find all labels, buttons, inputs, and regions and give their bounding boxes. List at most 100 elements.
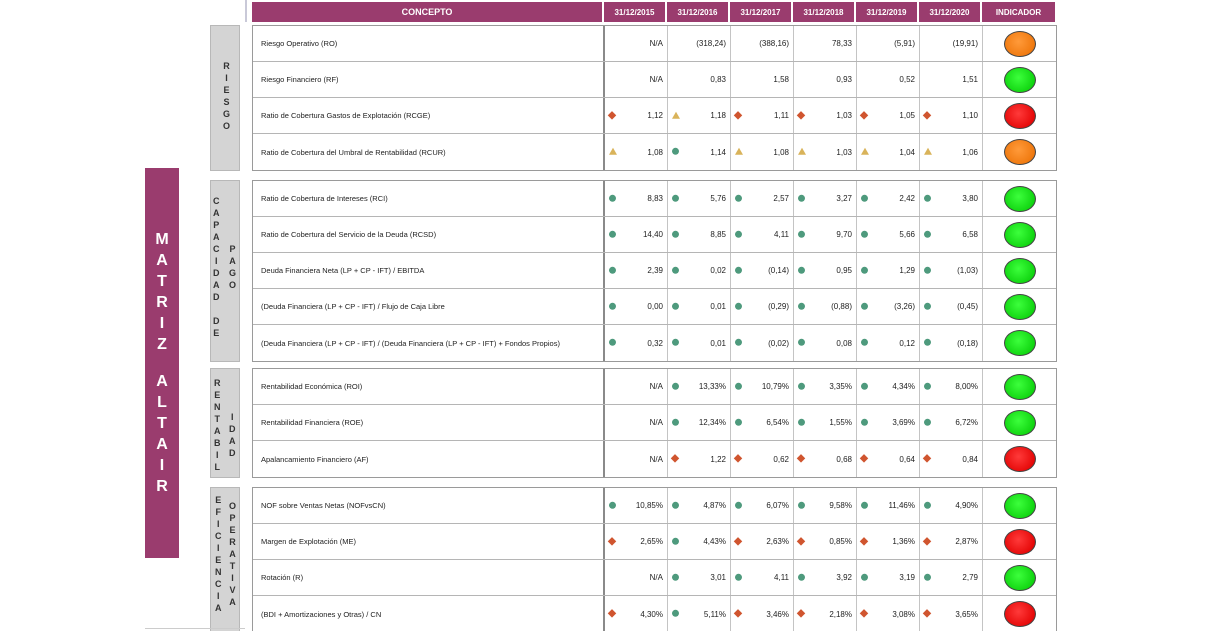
green-dot-icon bbox=[924, 418, 931, 426]
green-dot-icon bbox=[798, 338, 805, 346]
section-label-letter: A bbox=[229, 549, 236, 559]
section-label-letter: N bbox=[214, 402, 221, 412]
green-dot-icon bbox=[924, 338, 931, 346]
green-dot-icon bbox=[735, 302, 742, 310]
red-diamond-icon bbox=[796, 110, 806, 120]
section-label-letter: A bbox=[213, 208, 220, 218]
row-value: (5,91) bbox=[894, 39, 915, 48]
red-diamond-icon bbox=[859, 536, 869, 546]
section-label-letter: I bbox=[225, 73, 228, 83]
row-value-cell: 3,65% bbox=[920, 596, 983, 631]
row-value: 3,01 bbox=[710, 573, 726, 582]
row-value: (0,18) bbox=[957, 338, 978, 348]
green-dot-icon bbox=[861, 194, 868, 202]
row-value-cell: 3,35% bbox=[794, 369, 857, 404]
row-concept: Apalancamiento Financiero (AF) bbox=[253, 441, 605, 477]
green-dot-icon bbox=[924, 501, 931, 509]
row-value: 14,40 bbox=[642, 230, 663, 239]
table-row: Ratio de Cobertura del Servicio de la De… bbox=[253, 217, 1056, 253]
row-value-cell: (0,02) bbox=[731, 325, 794, 361]
red-diamond-icon bbox=[859, 609, 869, 618]
green-dot-icon bbox=[672, 194, 679, 202]
section-label-letter: E bbox=[214, 390, 221, 400]
green-dot-icon bbox=[672, 266, 679, 274]
row-value-cell: 1,08 bbox=[605, 134, 668, 170]
row-concept: Rentabilidad Financiera (ROE) bbox=[253, 405, 605, 440]
row-value: 9,70 bbox=[836, 230, 852, 239]
section-label-letter: I bbox=[216, 591, 220, 601]
orange-traffic-light-icon bbox=[1003, 139, 1036, 165]
row-value-cell: (5,91) bbox=[857, 26, 920, 61]
section-label-letter: D bbox=[213, 316, 220, 326]
row-value-cell: 4,87% bbox=[668, 488, 731, 523]
row-value: 2,65% bbox=[640, 537, 663, 546]
row-indicator bbox=[983, 62, 1056, 97]
row-value-cell: N/A bbox=[605, 369, 668, 404]
section-label-letter: D bbox=[229, 424, 236, 434]
green-dot-icon bbox=[798, 501, 805, 509]
row-indicator bbox=[983, 524, 1056, 559]
row-value-cell: 0,83 bbox=[668, 62, 731, 97]
matrix-title-letter: M bbox=[155, 231, 169, 248]
row-value-cell: (388,16) bbox=[731, 26, 794, 61]
green-dot-icon bbox=[672, 338, 679, 346]
green-dot-icon bbox=[735, 230, 742, 238]
row-value-cell: 1,03 bbox=[794, 98, 857, 133]
section-label-letter: L bbox=[214, 462, 221, 472]
row-value: 10,79% bbox=[761, 382, 789, 391]
matrix-title-letter: R bbox=[156, 294, 168, 311]
row-value: 5,11% bbox=[703, 609, 726, 619]
orange-traffic-light-icon bbox=[1003, 30, 1036, 57]
row-value: 9,58% bbox=[829, 501, 852, 510]
red-diamond-icon bbox=[796, 454, 806, 463]
row-value: 2,57 bbox=[773, 194, 789, 203]
section-label-letter: T bbox=[229, 561, 236, 571]
matrix-title-letter: A bbox=[156, 373, 168, 390]
green-dot-icon bbox=[798, 418, 805, 426]
section-label-letter: I bbox=[231, 573, 234, 583]
row-value: 12,34% bbox=[698, 418, 726, 427]
red-diamond-icon bbox=[922, 454, 932, 463]
table-row: Riesgo Financiero (RF) N/A 0,83 1,58 0,93 0,5… bbox=[253, 62, 1056, 98]
row-value: 0,52 bbox=[899, 75, 915, 84]
row-value: 0,64 bbox=[899, 454, 915, 464]
matrix-title-letter: I bbox=[159, 315, 165, 332]
row-value: 0,62 bbox=[773, 454, 789, 464]
green-dot-icon bbox=[672, 537, 679, 545]
row-value: 0,83 bbox=[710, 75, 726, 84]
row-value-cell: 8,85 bbox=[668, 217, 731, 252]
section-label-letter: E bbox=[213, 328, 220, 338]
row-value: 6,58 bbox=[962, 230, 978, 239]
green-dot-icon bbox=[672, 382, 679, 390]
row-value: 1,03 bbox=[836, 111, 852, 120]
green-dot-icon bbox=[861, 573, 868, 581]
row-value-cell: 0,12 bbox=[857, 325, 920, 361]
row-value-cell: N/A bbox=[605, 441, 668, 477]
row-indicator bbox=[983, 488, 1056, 523]
green-traffic-light-icon bbox=[1003, 492, 1036, 519]
green-traffic-light-icon bbox=[1003, 221, 1036, 248]
table-row: Rotación (R) N/A 3,01 4,11 3,92 3,19 2,79 bbox=[253, 560, 1056, 596]
row-value-cell: 2,18% bbox=[794, 596, 857, 631]
row-value: (0,02) bbox=[768, 338, 789, 348]
green-dot-icon bbox=[735, 266, 742, 274]
section-label-letter: C bbox=[213, 244, 220, 254]
row-concept: Rentabilidad Económica (ROI) bbox=[253, 369, 605, 404]
row-indicator bbox=[983, 369, 1056, 404]
row-value: (0,45) bbox=[957, 302, 978, 311]
row-value-cell: 11,46% bbox=[857, 488, 920, 523]
green-dot-icon bbox=[672, 609, 679, 617]
row-value-cell: 1,08 bbox=[731, 134, 794, 170]
row-value: 0,00 bbox=[647, 302, 663, 311]
red-diamond-icon bbox=[796, 609, 806, 618]
green-dot-icon bbox=[924, 194, 931, 202]
row-value: 0,01 bbox=[710, 338, 726, 348]
green-traffic-light-icon bbox=[1003, 409, 1036, 436]
green-dot-icon bbox=[924, 230, 931, 238]
row-indicator bbox=[983, 134, 1056, 170]
green-dot-icon bbox=[861, 338, 868, 346]
row-value: 6,72% bbox=[955, 418, 978, 427]
row-value: (388,16) bbox=[759, 39, 789, 48]
